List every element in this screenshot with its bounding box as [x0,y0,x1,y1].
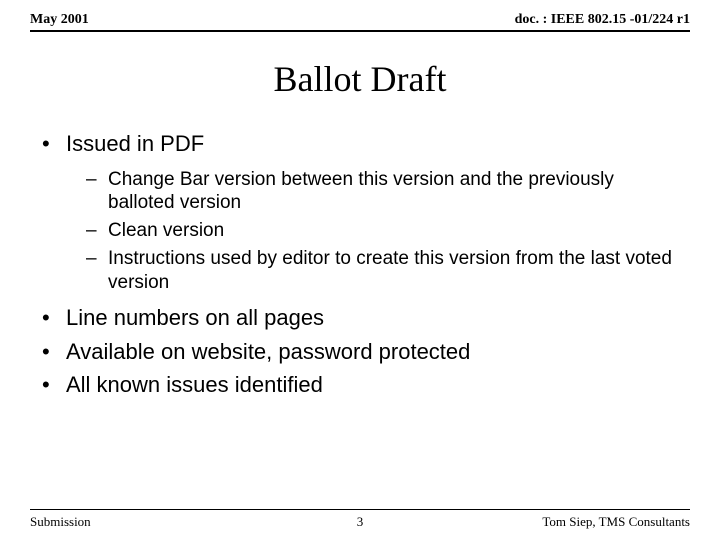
slide-content: Issued in PDF Change Bar version between… [0,130,720,399]
slide-footer: Submission 3 Tom Siep, TMS Consultants [30,514,690,530]
footer-page-number: 3 [30,514,690,530]
sub-bullet-text: Clean version [108,220,224,241]
bullet-text: Available on website, password protected [66,339,470,364]
sub-bullet-item: Change Bar version between this version … [86,168,684,216]
header-date: May 2001 [30,12,89,28]
sub-bullet-text: Instructions used by editor to create th… [108,248,672,293]
slide-header: May 2001 doc. : IEEE 802.15 -01/224 r1 [0,0,720,30]
bullet-item: Line numbers on all pages [36,304,684,332]
bullet-list: Issued in PDF Change Bar version between… [36,130,684,399]
bullet-text: All known issues identified [66,372,323,397]
header-docnum: doc. : IEEE 802.15 -01/224 r1 [515,12,690,28]
bullet-item: Issued in PDF Change Bar version between… [36,130,684,294]
bullet-item: All known issues identified [36,371,684,399]
sub-bullet-text: Change Bar version between this version … [108,169,614,214]
bullet-item: Available on website, password protected [36,338,684,366]
sub-bullet-list: Change Bar version between this version … [66,168,684,295]
sub-bullet-item: Clean version [86,219,684,243]
sub-bullet-item: Instructions used by editor to create th… [86,247,684,295]
header-rule [30,30,690,32]
bullet-text: Line numbers on all pages [66,305,324,330]
bullet-text: Issued in PDF [66,131,204,156]
slide-title: Ballot Draft [0,58,720,100]
footer-rule [30,509,690,510]
